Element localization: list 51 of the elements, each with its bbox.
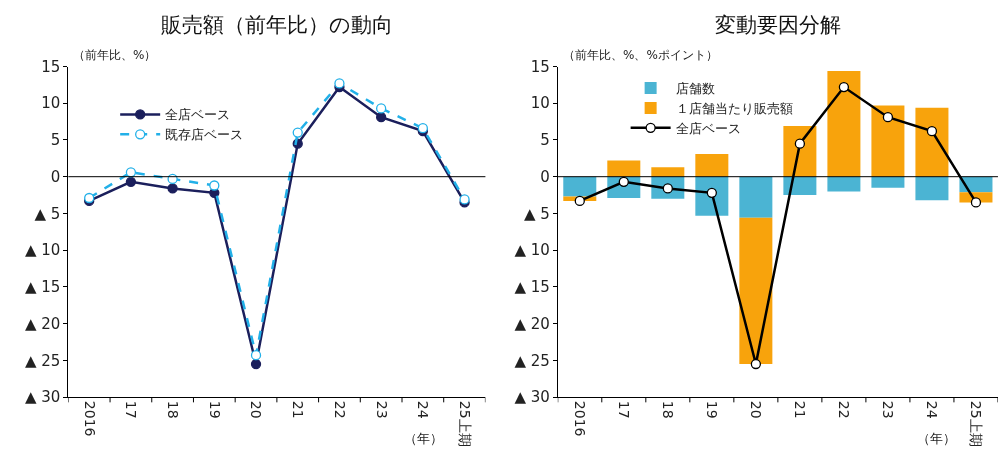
x-tick-label: 25上期 xyxy=(457,400,474,447)
x-tick-label: 24 xyxy=(415,400,432,419)
y-tick-label: ▲ 15 xyxy=(514,278,550,297)
x-tick-label: 18 xyxy=(165,400,182,419)
x-axis-title: （年） xyxy=(404,431,443,446)
x-tick-label: 17 xyxy=(123,400,140,419)
y-tick-label: ▲ 5 xyxy=(34,204,61,223)
legend-label: 全店ベース xyxy=(675,120,741,136)
y-tick-label: 5 xyxy=(50,131,61,150)
x-tick-label: 24 xyxy=(924,400,941,419)
legend-label: 既存店ベース xyxy=(165,127,244,143)
legend-label: 全店ベース xyxy=(165,107,231,123)
y-tick-label: ▲ 30 xyxy=(514,388,550,407)
x-tick-label: 20 xyxy=(248,400,265,419)
y-tick-label: 15 xyxy=(41,57,61,76)
y-tick-label: ▲ 20 xyxy=(514,314,550,333)
x-tick-label: 19 xyxy=(206,400,223,419)
x-tick-label: 20 xyxy=(748,400,765,419)
y-tick-label: 15 xyxy=(530,57,550,76)
x-tick-label: 2016 xyxy=(572,400,589,437)
y-tick-label: 0 xyxy=(50,167,61,186)
x-tick-label: 18 xyxy=(660,400,677,419)
x-tick-label: 22 xyxy=(836,400,853,419)
y-tick-label: ▲ 10 xyxy=(24,241,61,260)
chart-title: 販売額（前年比）の動向 xyxy=(161,13,393,37)
legend-label: １店舗当たり販売額 xyxy=(675,101,793,117)
x-tick-label: 25上期 xyxy=(968,400,985,447)
x-tick-label: 19 xyxy=(704,400,721,419)
y-tick-label: 10 xyxy=(41,94,61,113)
y-tick-label: ▲ 20 xyxy=(24,314,61,333)
x-tick-label: 21 xyxy=(290,400,307,419)
y-tick-label: ▲ 25 xyxy=(24,351,61,370)
x-tick-label: 23 xyxy=(373,400,390,419)
y-tick-label: ▲ 15 xyxy=(24,278,61,297)
y-tick-label: ▲ 5 xyxy=(523,204,550,223)
y-axis-title: （前年比、%、%ポイント） xyxy=(563,48,718,62)
x-tick-label: 23 xyxy=(880,400,897,419)
y-tick-label: ▲ 10 xyxy=(514,241,550,260)
y-tick-label: ▲ 30 xyxy=(24,388,61,407)
y-tick-label: ▲ 25 xyxy=(514,351,550,370)
y-tick-label: 0 xyxy=(540,167,550,186)
x-tick-label: 17 xyxy=(616,400,633,419)
x-axis-title: （年） xyxy=(917,431,956,446)
y-tick-label: 5 xyxy=(540,131,550,150)
y-tick-label: 10 xyxy=(530,94,550,113)
x-tick-label: 2016 xyxy=(81,400,98,437)
x-tick-label: 21 xyxy=(792,400,809,419)
legend-label: 店舗数 xyxy=(675,81,715,97)
x-tick-label: 22 xyxy=(331,400,348,419)
chart-title: 変動要因分解 xyxy=(715,13,841,37)
y-axis-title: （前年比、%） xyxy=(73,48,157,62)
